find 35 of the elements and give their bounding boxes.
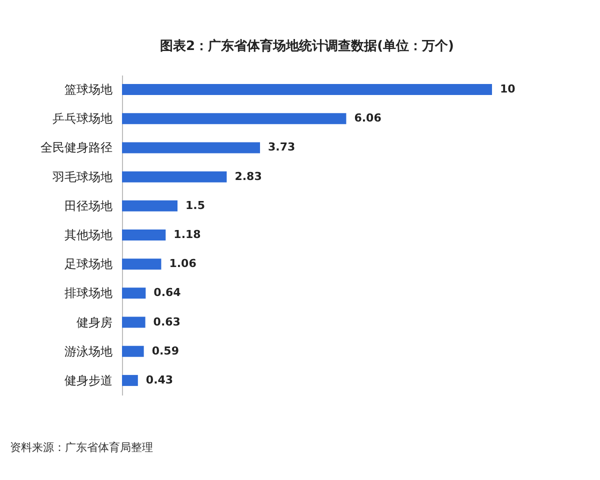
bar [122,258,162,270]
bar [122,113,346,124]
data-label: 6.06 [354,112,382,125]
y-tick-label: 排球场地 [64,286,112,300]
bar [122,84,492,96]
y-tick-label: 健身步道 [64,373,112,388]
data-label: 1.18 [174,228,201,241]
bar [122,288,146,299]
data-label: 1.5 [186,198,205,212]
bar [122,142,260,154]
bar [122,316,146,328]
y-tick-label: 健身房 [76,315,112,330]
y-tick-label: 乒乓球场地 [52,112,112,126]
y-tick-label: 其他场地 [64,228,112,242]
bar [122,171,227,182]
text: 资料来源：广东省体育局整理 [10,440,153,455]
chart-title: 图表2：广东省体育场地统计调查数据(单位：万个) [160,38,454,54]
data-label: 0.59 [152,344,179,358]
data-label: 2.83 [234,170,262,183]
y-tick-label: 田径场地 [64,198,112,213]
y-tick-label: 全民健身路径 [40,140,112,155]
bar [122,346,144,357]
data-label: 0.64 [154,286,182,300]
data-label: 1.06 [169,257,197,270]
y-tick-label: 篮球场地 [64,82,112,97]
bar [122,200,178,212]
y-tick-label: 羽毛球场地 [52,170,112,184]
y-tick-label: 足球场地 [64,257,112,272]
data-label: 10 [500,82,516,96]
data-label: 3.73 [268,140,296,154]
data-label: 0.43 [146,373,174,386]
bar [122,230,166,240]
y-tick-label: 游泳场地 [64,344,112,358]
bar [122,374,138,386]
data-label: 0.63 [153,315,180,328]
